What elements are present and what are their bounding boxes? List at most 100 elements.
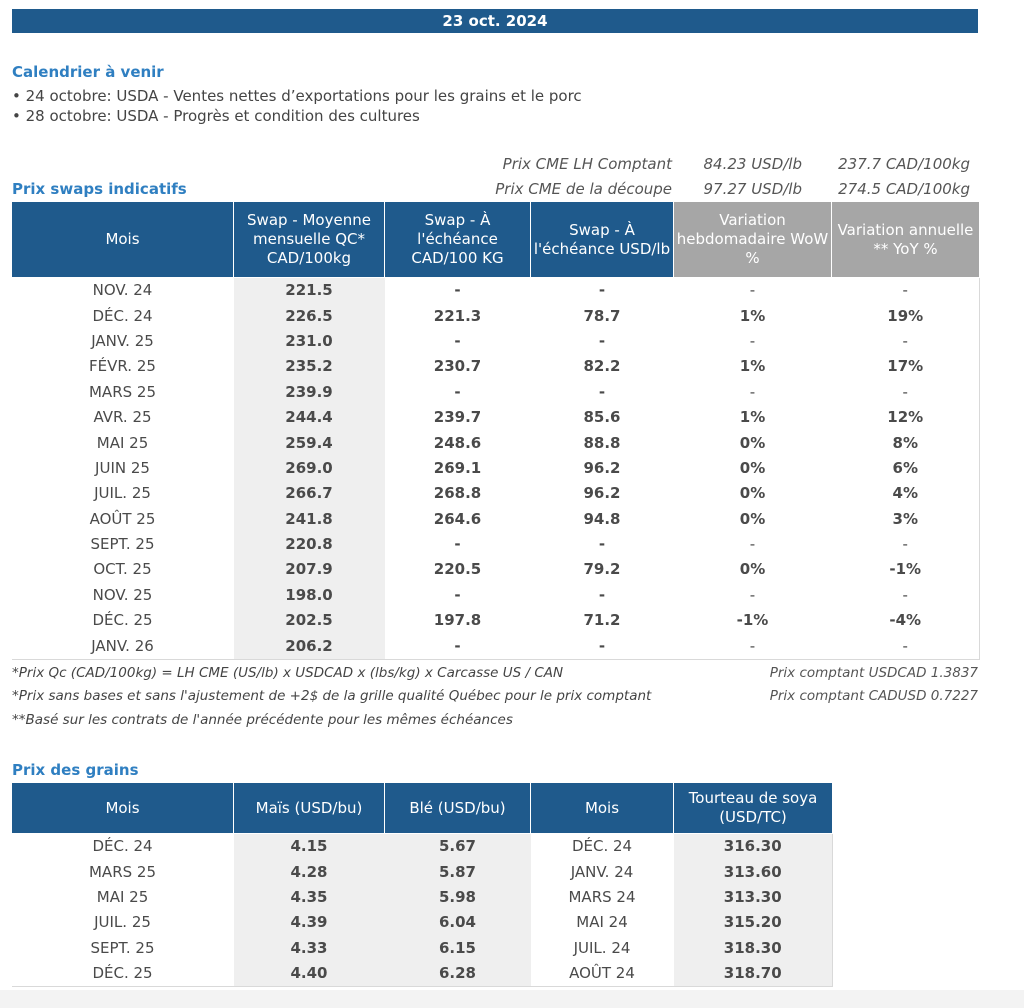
wow-cell: 0%	[739, 484, 766, 503]
yoy-cell: -	[902, 535, 908, 554]
calendar-title: Calendrier à venir	[12, 63, 164, 81]
table-row: MAI 25 259.4 248.6 88.8 0% 8%	[12, 430, 980, 456]
month-cell: DÉC. 25	[92, 964, 153, 983]
month-soya-cell: JANV. 24	[570, 862, 634, 881]
swap-usd-cell: -	[598, 535, 606, 554]
table-row: SEPT. 25 4.33 6.15 JUIL. 24 318.30	[12, 935, 833, 961]
month-soya-cell: JUIL. 24	[573, 938, 631, 957]
bottom-strip	[0, 990, 1024, 1008]
header-swap-cad: Swap - À l'échéance CAD/100 KG	[384, 201, 531, 278]
mais-cell: 4.28	[233, 859, 385, 885]
ble-cell: 5.67	[384, 833, 531, 860]
yoy-cell: -	[902, 331, 908, 350]
yoy-cell: 4%	[892, 484, 918, 503]
ref-usd: 84.23 USD/lb	[703, 155, 802, 173]
table-row: DÉC. 25 4.40 6.28 AOÛT 24 318.70	[12, 960, 833, 987]
table-row: JANV. 25 231.0 - - - -	[12, 328, 980, 355]
soya-cell: 315.20	[673, 910, 833, 936]
swap-qc-cell: 269.0	[233, 455, 385, 482]
swap-usd-cell: -	[598, 636, 606, 655]
yoy-cell: -	[902, 382, 908, 401]
wow-cell: -	[749, 281, 756, 300]
wow-cell: 0%	[739, 509, 766, 528]
swap-cad-cell: -	[454, 535, 461, 554]
yoy-cell: 6%	[892, 458, 918, 477]
yoy-cell: 3%	[892, 509, 918, 528]
ref-usd: 97.27 USD/lb	[703, 180, 802, 198]
month-cell: NOV. 25	[92, 585, 153, 604]
mais-cell: 4.15	[233, 833, 385, 860]
swap-qc-cell: 235.2	[233, 354, 385, 380]
table-row: JUIL. 25 4.39 6.04 MAI 24 315.20	[12, 910, 833, 936]
swap-usd-cell: -	[598, 331, 606, 350]
mais-cell: 4.35	[233, 884, 385, 911]
wow-cell: 1%	[739, 306, 766, 325]
wow-cell: 1%	[739, 357, 766, 376]
month-cell: DÉC. 24	[92, 306, 153, 325]
header-swap-qc: Swap - Moyenne mensuelle QC* CAD/100kg	[233, 201, 385, 278]
swap-cad-cell: 269.1	[433, 458, 482, 477]
swap-qc-cell: 226.5	[233, 303, 385, 329]
swap-qc-cell: 198.0	[233, 582, 385, 609]
swap-usd-cell: 71.2	[583, 611, 621, 630]
usdcad-rate: Prix comptant USDCAD 1.3837	[769, 665, 978, 681]
swap-cad-cell: 268.8	[433, 484, 482, 503]
swap-usd-cell: 96.2	[583, 458, 621, 477]
table-row: MARS 25 239.9 - - - -	[12, 379, 980, 405]
ref-cad: 237.7 CAD/100kg	[838, 155, 970, 173]
grains-table: Mois Maïs (USD/bu) Blé (USD/bu) Mois Tou…	[11, 782, 833, 988]
swap-cad-cell: -	[454, 585, 461, 604]
ble-cell: 5.87	[384, 859, 531, 885]
yoy-cell: 17%	[887, 357, 924, 376]
swap-usd-cell: -	[598, 281, 606, 300]
month-cell: MARS 25	[88, 862, 156, 881]
calendar-item: • 28 octobre: USDA - Progrès et conditio…	[12, 107, 420, 125]
ref-cad: 274.5 CAD/100kg	[838, 180, 970, 198]
swap-cad-cell: 230.7	[433, 357, 482, 376]
table-row: MARS 25 4.28 5.87 JANV. 24 313.60	[12, 859, 833, 885]
table-row: FÉVR. 25 235.2 230.7 82.2 1% 17%	[12, 354, 980, 380]
swap-usd-cell: -	[598, 382, 606, 401]
table-row: DÉC. 24 226.5 221.3 78.7 1% 19%	[12, 303, 980, 329]
ref-label: Prix CME LH Comptant	[502, 155, 672, 173]
table-row: JUIN 25 269.0 269.1 96.2 0% 6%	[12, 455, 980, 482]
soya-cell: 318.70	[673, 960, 833, 987]
swap-usd-cell: 96.2	[583, 484, 621, 503]
ble-cell: 6.04	[384, 910, 531, 936]
wow-cell: 0%	[739, 458, 766, 477]
wow-cell: -	[749, 331, 756, 350]
swaps-title: Prix swaps indicatifs	[12, 180, 187, 198]
mais-cell: 4.39	[233, 910, 385, 936]
table-row: OCT. 25 207.9 220.5 79.2 0% -1%	[12, 557, 980, 583]
swap-cad-cell: -	[454, 281, 461, 300]
month-cell: MAI 25	[96, 887, 149, 906]
yoy-cell: -	[902, 281, 908, 300]
header-wow: Variation hebdomadaire WoW %	[673, 201, 832, 278]
table-row: MAI 25 4.35 5.98 MARS 24 313.30	[12, 884, 833, 911]
swap-qc-cell: 220.8	[233, 531, 385, 558]
month-cell: FÉVR. 25	[89, 357, 156, 376]
month-cell: MAI 25	[96, 433, 149, 452]
swap-cad-cell: 239.7	[433, 408, 482, 427]
swap-cad-cell: 220.5	[433, 560, 482, 579]
ble-cell: 6.15	[384, 935, 531, 961]
month-cell: DÉC. 25	[92, 611, 153, 630]
swap-cad-cell: 264.6	[433, 509, 482, 528]
ref-label: Prix CME de la découpe	[495, 180, 672, 198]
swap-usd-cell: -	[598, 585, 606, 604]
mais-cell: 4.33	[233, 935, 385, 961]
yoy-cell: -4%	[889, 611, 922, 630]
soya-cell: 318.30	[673, 935, 833, 961]
header-swap-usd: Swap - À l'échéance USD/lb	[530, 201, 674, 278]
month-cell: MARS 25	[88, 382, 156, 401]
swap-qc-cell: 244.4	[233, 404, 385, 431]
swap-qc-cell: 259.4	[233, 430, 385, 456]
swap-usd-cell: 79.2	[583, 560, 621, 579]
ble-cell: 6.28	[384, 960, 531, 987]
swap-qc-cell: 241.8	[233, 506, 385, 532]
yoy-cell: -	[902, 636, 908, 655]
swap-qc-cell: 221.5	[233, 277, 385, 304]
yoy-cell: 12%	[887, 408, 924, 427]
wow-cell: 1%	[739, 408, 766, 427]
yoy-cell: 8%	[892, 433, 918, 452]
